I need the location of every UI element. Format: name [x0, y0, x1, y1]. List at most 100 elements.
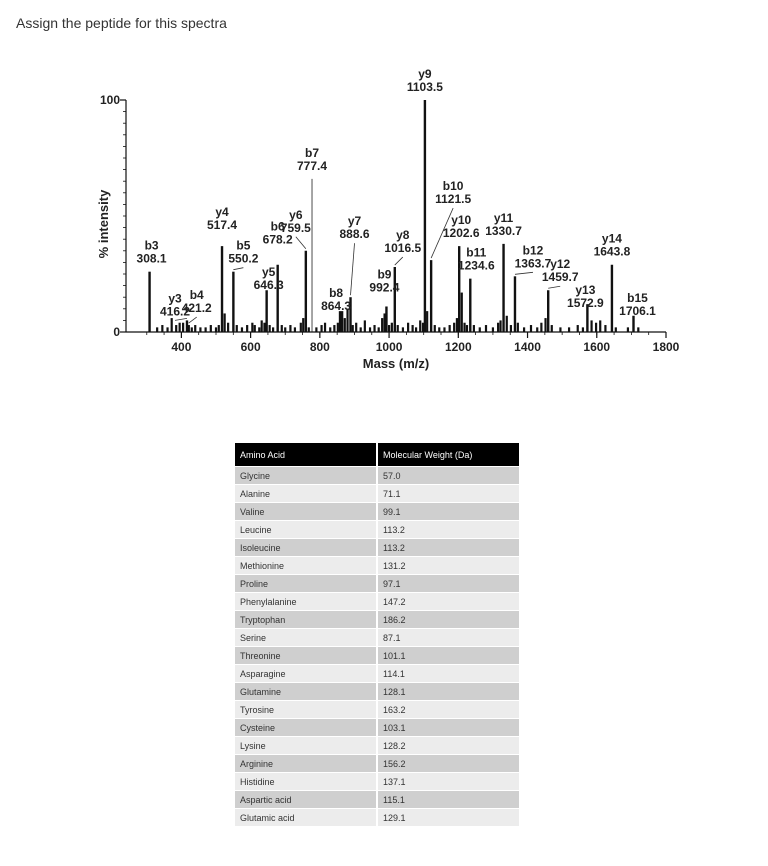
labeled-peaks	[148, 100, 635, 332]
peak-mz-label: 1330.7	[485, 224, 522, 238]
molecular-weight-cell: 129.1	[376, 808, 519, 826]
peak-ion-label: b12	[523, 243, 544, 257]
peak-mz-label: 992.4	[369, 280, 399, 294]
table-row: Aspartic acid 115.1	[235, 790, 519, 809]
x-tick-label: 1000	[376, 340, 403, 354]
x-tick-label: 1800	[653, 340, 680, 354]
peak-ion-label: b10	[443, 179, 464, 193]
amino-acid-name-cell: Glutamic acid	[235, 808, 377, 826]
peak-mz-label: 308.1	[137, 252, 167, 266]
table-row: Phenylalanine 147.2	[235, 592, 519, 611]
peak-ion-label: y9	[418, 67, 432, 81]
table-row: Isoleucine 113.2	[235, 538, 519, 557]
peak-ion-label: y14	[602, 232, 622, 246]
peak-ion-label: y8	[396, 228, 410, 242]
peak-leader-y12	[548, 285, 561, 289]
amino-acid-name-cell: Glutamine	[235, 682, 377, 701]
peak-mz-label: 517.4	[207, 218, 237, 232]
peak-ion-label: y6	[289, 208, 303, 222]
peak-leader-b12	[514, 271, 534, 275]
table-row: Glutamic acid 129.1	[235, 808, 519, 826]
table-row: Methionine 131.2	[235, 556, 519, 575]
y-axis-title: % intensity	[96, 189, 111, 258]
question-text: Assign the peptide for this spectra	[16, 15, 227, 31]
peak-ion-label: y7	[348, 214, 362, 228]
y-tick-label: 100	[100, 93, 120, 107]
peak-mz-label: 864.3	[321, 299, 351, 313]
molecular-weight-cell: 71.1	[376, 484, 519, 503]
amino-acid-name-cell: Threonine	[235, 646, 377, 665]
table-row: Leucine 113.2	[235, 520, 519, 539]
amino-acid-name-cell: Arginine	[235, 754, 377, 773]
molecular-weight-cell: 137.1	[376, 772, 519, 791]
x-tick-label: 600	[241, 340, 261, 354]
molecular-weight-cell: 114.1	[376, 664, 519, 683]
amino-acid-name-cell: Histidine	[235, 772, 377, 791]
peak-mz-label: 1016.5	[384, 241, 421, 255]
peak-ion-label: b11	[466, 246, 486, 260]
peak-mz-label: 1706.1	[619, 304, 656, 318]
peak-mz-label: 1202.6	[443, 226, 480, 240]
peak-mz-label: 777.4	[297, 159, 327, 173]
peak-ion-label: y12	[550, 257, 570, 271]
table-row: Lysine 128.2	[235, 736, 519, 755]
peak-mz-label: 1234.6	[458, 259, 495, 273]
molecular-weight-cell: 57.0	[376, 466, 519, 485]
molecular-weight-cell: 87.1	[376, 628, 519, 647]
table-row: Glycine 57.0	[235, 466, 519, 485]
molecular-weight-cell: 103.1	[376, 718, 519, 737]
molecular-weight-cell: 186.2	[376, 610, 519, 629]
peak-ion-label: b15	[627, 291, 648, 305]
molecular-weight-cell: 147.2	[376, 592, 519, 611]
peak-leader-y8	[394, 256, 404, 266]
peak-ion-label: b8	[329, 286, 343, 300]
peak-mz-label: 1103.5	[407, 80, 443, 94]
peak-mz-label: 1643.8	[594, 245, 631, 259]
amino-acid-table-container: Amino Acid Molecular Weight (Da) Glycine…	[235, 443, 519, 826]
peak-ion-label: b6	[271, 220, 285, 234]
peak-ion-label: b3	[145, 239, 159, 253]
amino-acid-name-cell: Tyrosine	[235, 700, 377, 719]
x-tick-label: 1600	[583, 340, 610, 354]
table-row: Arginine 156.2	[235, 754, 519, 773]
table-row: Alanine 71.1	[235, 484, 519, 503]
x-tick-label: 1200	[445, 340, 472, 354]
amino-acid-name-cell: Leucine	[235, 520, 377, 539]
column-header-amino-acid: Amino Acid	[235, 443, 377, 467]
peak-mz-label: 421.2	[182, 301, 212, 315]
amino-acid-name-cell: Isoleucine	[235, 538, 377, 557]
table-row: Valine 99.1	[235, 502, 519, 521]
molecular-weight-cell: 128.1	[376, 682, 519, 701]
peak-ion-label: y10	[451, 213, 471, 227]
amino-acid-name-cell: Aspartic acid	[235, 790, 377, 809]
amino-acid-name-cell: Alanine	[235, 484, 377, 503]
table-row: Cysteine 103.1	[235, 718, 519, 737]
peak-mz-label: 678.2	[263, 233, 293, 247]
peak-mz-label: 1459.7	[542, 270, 579, 284]
chart-axes: 0 100 400 600 800 1000 1200 1400 1600 1800 Mass (m…	[96, 93, 680, 371]
amino-acid-name-cell: Cysteine	[235, 718, 377, 737]
molecular-weight-cell: 131.2	[376, 556, 519, 575]
molecular-weight-cell: 99.1	[376, 502, 519, 521]
y-tick-label: 0	[113, 325, 120, 339]
amino-acid-name-cell: Serine	[235, 628, 377, 647]
amino-acid-name-cell: Proline	[235, 574, 377, 593]
molecular-weight-cell: 101.1	[376, 646, 519, 665]
table-row: Serine 87.1	[235, 628, 519, 647]
peak-ion-label: b7	[305, 146, 319, 160]
x-axis-title: Mass (m/z)	[363, 356, 429, 371]
table-row: Tyrosine 163.2	[235, 700, 519, 719]
table-row: Histidine 137.1	[235, 772, 519, 791]
amino-acid-name-cell: Lysine	[235, 736, 377, 755]
amino-acid-name-cell: Phenylalanine	[235, 592, 377, 611]
peak-mz-label: 1572.9	[567, 296, 604, 310]
peak-leader-b5	[233, 267, 244, 271]
molecular-weight-cell: 97.1	[376, 574, 519, 593]
peak-leader-y6	[295, 236, 307, 250]
x-tick-label: 400	[171, 340, 191, 354]
table-row: Proline 97.1	[235, 574, 519, 593]
peak-leader-y7	[350, 243, 355, 296]
peak-mz-label: 416.2	[160, 304, 190, 318]
